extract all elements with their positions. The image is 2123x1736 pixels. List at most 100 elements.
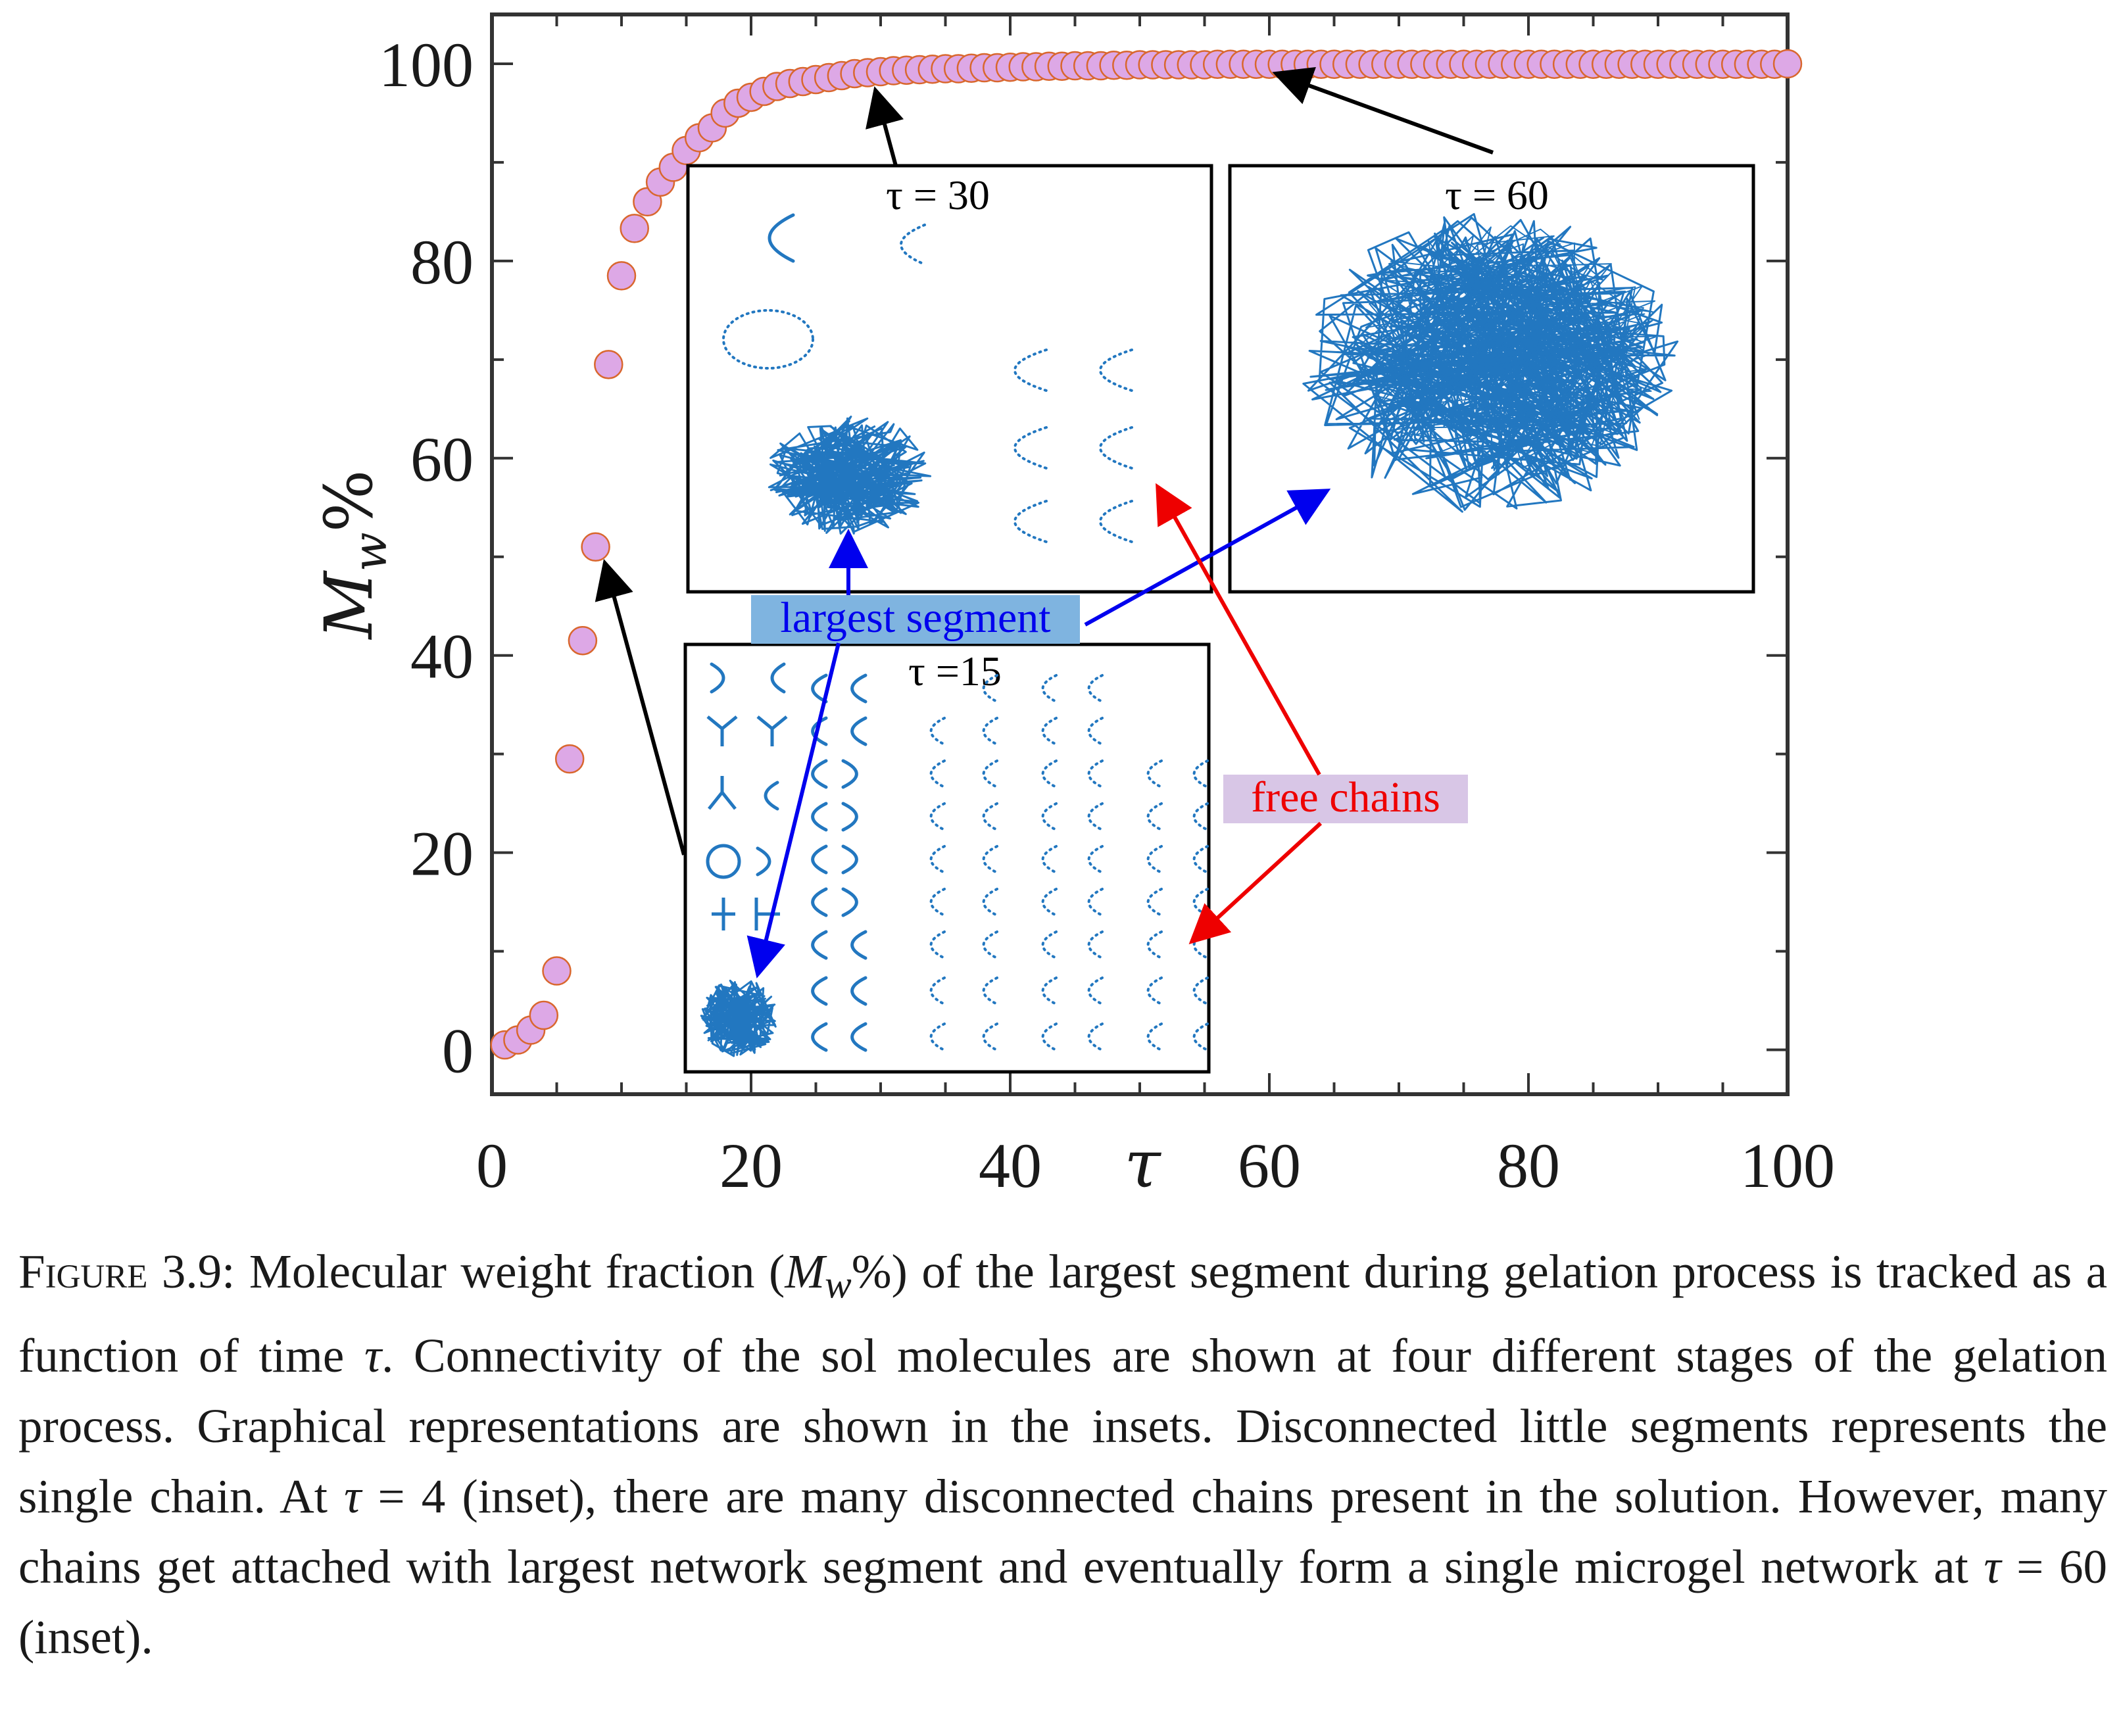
x-tick-label: 100	[1740, 1130, 1835, 1201]
free-chain	[1041, 845, 1058, 874]
free-chain	[811, 1022, 828, 1052]
free-chain	[1013, 349, 1048, 392]
free-chain	[1099, 349, 1133, 392]
free-chain	[1146, 845, 1163, 874]
data-point	[594, 350, 623, 379]
free-chain	[770, 662, 786, 694]
free-chain	[929, 1023, 946, 1051]
free-chain	[1146, 802, 1163, 831]
ring-chain	[722, 309, 814, 370]
free-chain	[1013, 426, 1048, 470]
free-chain	[768, 213, 795, 263]
inset-title: τ =15	[908, 648, 1002, 694]
inset: τ =15	[683, 642, 1211, 1074]
x-tick-label: 20	[720, 1130, 783, 1201]
data-point	[620, 214, 649, 243]
free-chain	[811, 887, 828, 917]
free-chain	[1041, 930, 1058, 959]
free-chain	[982, 888, 998, 917]
free-chain	[841, 802, 858, 832]
arrow-largest-60	[1084, 489, 1331, 627]
free-chain	[850, 930, 867, 960]
largest-segment-label: largest segment	[780, 594, 1050, 642]
y-axis-label: Mw%	[310, 470, 397, 640]
x-tick-label: 40	[979, 1130, 1042, 1201]
caption-text-run: = 4 (inset), there are many disconnected…	[18, 1469, 2107, 1593]
free-chain	[1041, 717, 1058, 746]
largest-segment-bg	[751, 595, 1080, 644]
y-tick-label: 100	[379, 30, 474, 100]
free-chain	[841, 844, 858, 875]
free-chain	[811, 930, 828, 960]
caption-math: τ	[364, 1328, 382, 1382]
free-chain	[1192, 1023, 1209, 1051]
axis-labels: 0 20 40 60 80 100 0 20 40 60 80 100 τ Mw%	[310, 30, 1835, 1203]
free-chain	[1041, 674, 1058, 703]
free-chain	[811, 759, 828, 789]
branched-chain	[712, 898, 735, 930]
free-chain	[1192, 976, 1209, 1005]
ring-chain	[706, 844, 741, 879]
free-chain	[982, 930, 998, 959]
y-tick-label: 0	[442, 1016, 474, 1086]
arrow-tau60	[1272, 67, 1494, 155]
inset-60-content	[1302, 213, 1679, 513]
figure: τ = 30 τ = 60 τ =15 largest segment free ch…	[310, 12, 1835, 1203]
x-tick-label: 60	[1238, 1130, 1301, 1201]
inset-15-content	[700, 662, 1209, 1057]
free-chain	[841, 759, 858, 789]
caption-text-run: . Connectivity of the sol molecules are …	[18, 1328, 2107, 1523]
free-chain	[900, 224, 926, 266]
free-chain	[929, 845, 946, 874]
data-point	[529, 1000, 559, 1030]
free-chain	[1192, 845, 1209, 874]
free-chain	[1087, 930, 1104, 959]
free-chain	[1087, 888, 1104, 917]
free-chain	[1146, 930, 1163, 959]
figure-label: Figure 3.9:	[18, 1245, 235, 1298]
free-chain	[850, 1022, 867, 1052]
inset-frame	[683, 642, 1211, 1074]
free-chain	[1146, 976, 1163, 1005]
x-axis-label: τ	[1124, 1126, 1161, 1203]
network-tangle	[700, 979, 777, 1057]
free-chain	[1099, 500, 1133, 543]
free-chain	[756, 846, 771, 877]
inset-frame	[686, 164, 1213, 594]
free-chain	[841, 887, 858, 917]
y-tick-label: 40	[410, 621, 474, 692]
arrow-tau15	[595, 558, 686, 856]
free-chain	[1087, 802, 1104, 831]
arrow-largest-15	[746, 642, 841, 978]
free-chain	[1087, 845, 1104, 874]
data-points	[490, 49, 1803, 1060]
free-chain	[850, 673, 867, 704]
free-chain	[1041, 1023, 1058, 1051]
network-tangle	[1344, 225, 1659, 471]
free-chain	[1087, 717, 1104, 746]
free-chain	[1041, 760, 1058, 788]
caption-math-sub: w	[825, 1263, 852, 1307]
arrow-tau30	[866, 86, 904, 166]
arrow-free-30	[1156, 483, 1321, 776]
x-tick-label: 80	[1497, 1130, 1560, 1201]
free-chain	[811, 802, 828, 832]
caption-math: τ	[344, 1469, 362, 1523]
free-chain	[811, 976, 828, 1006]
free-chain	[764, 781, 779, 811]
free-chain	[1146, 888, 1163, 917]
chart: τ = 30 τ = 60 τ =15 largest segment free ch…	[310, 12, 1835, 1203]
caption-math: M	[785, 1245, 825, 1298]
inset-title: τ = 30	[886, 172, 990, 218]
free-chain	[1087, 760, 1104, 788]
free-chain	[1013, 500, 1048, 543]
network-tangle	[768, 416, 932, 535]
free-chain	[982, 674, 998, 703]
free-chain	[1041, 888, 1058, 917]
free-chain	[1041, 976, 1058, 1005]
free-chains-label: free chains	[1251, 773, 1440, 821]
free-chain	[929, 888, 946, 917]
free-chain	[811, 673, 828, 704]
free-chain	[1087, 1023, 1104, 1051]
figure-caption: Figure 3.9: Molecular weight fraction (M…	[18, 1236, 2107, 1672]
